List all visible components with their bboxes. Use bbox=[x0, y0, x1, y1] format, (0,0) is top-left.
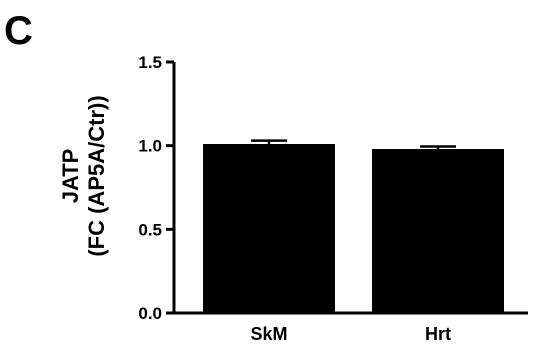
y-tick-label-1: 0.5 bbox=[138, 220, 162, 239]
x-tick-label-skm: SkM bbox=[250, 324, 287, 344]
panel-label: C bbox=[4, 9, 33, 53]
y-tick-label-3: 1.5 bbox=[138, 53, 162, 72]
bar-skm bbox=[203, 143, 335, 313]
y-tick-label-0: 0.0 bbox=[138, 304, 162, 323]
y-tick-label-2: 1.0 bbox=[138, 137, 162, 156]
y-axis-label-line1: JATP bbox=[58, 149, 83, 204]
plot-area: SkM Hrt 0.0 0.5 1.0 1.5 bbox=[138, 53, 528, 344]
y-axis-label-line2: (FC (AP5A/Ctr)) bbox=[84, 95, 109, 256]
bar-hrt bbox=[372, 149, 504, 313]
x-tick-label-hrt: Hrt bbox=[425, 324, 451, 344]
